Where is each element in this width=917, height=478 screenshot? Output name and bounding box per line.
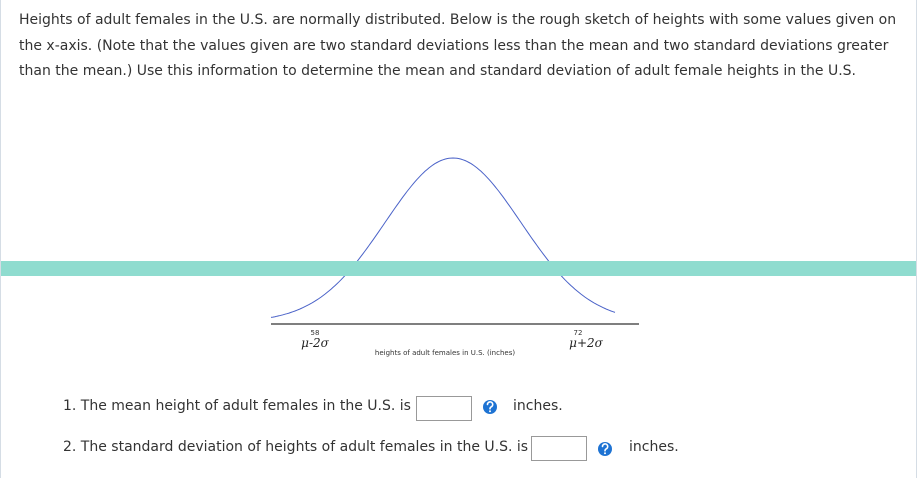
help-icon[interactable]: [483, 400, 497, 414]
left-label: μ-2σ: [301, 336, 329, 350]
unit-label: inches.: [629, 439, 679, 455]
problem-text: Heights of adult females in the U.S. are…: [19, 12, 897, 79]
axis-label: heights of adult females in U.S. (inches…: [375, 349, 515, 357]
left-value: 58: [311, 329, 320, 337]
right-label: μ+2σ: [569, 336, 603, 350]
answer-input[interactable]: [531, 436, 587, 461]
highlight-band: [1, 261, 916, 276]
question-prompt: 1. The mean height of adult females in t…: [63, 398, 411, 414]
right-value: 72: [574, 329, 583, 337]
answer-input[interactable]: [416, 396, 472, 421]
unit-label: inches.: [513, 398, 563, 414]
normal-curve: [270, 157, 616, 318]
help-icon[interactable]: [598, 442, 612, 456]
question-prompt: 2. The standard deviation of heights of …: [63, 439, 529, 455]
